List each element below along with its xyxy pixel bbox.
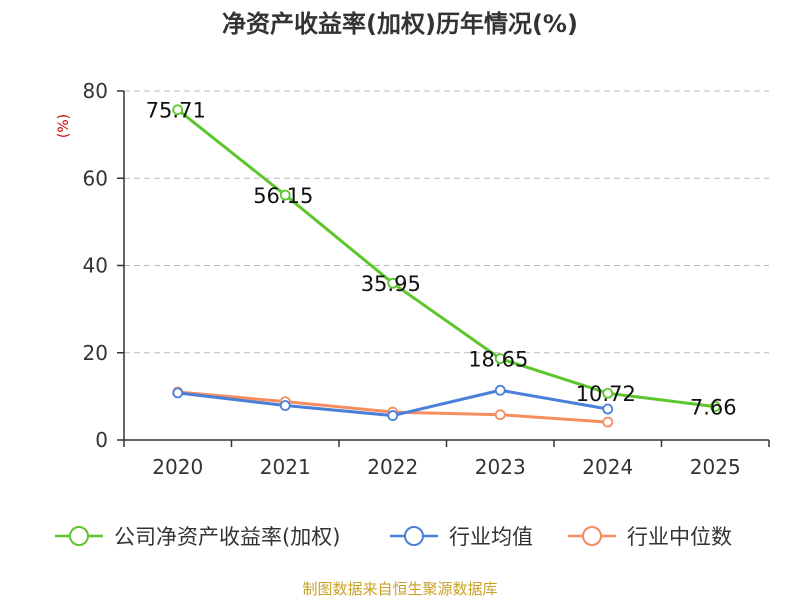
series-0-point[interactable] (602, 387, 614, 399)
data-label: 75.71 (146, 99, 206, 123)
y-tick-label: 60 (83, 166, 108, 190)
x-tick-label: 2023 (475, 455, 526, 479)
series-2-point[interactable] (602, 416, 614, 428)
series-0-point[interactable] (709, 401, 721, 412)
legend-item-label[interactable]: 行业中位数 (627, 525, 732, 549)
legend-item-label[interactable]: 公司净资产收益率(加权) (114, 525, 340, 549)
legend-marker[interactable] (582, 526, 602, 546)
legend: 公司净资产收益率(加权) 行业均值 行业中位数 (55, 525, 732, 549)
x-tick-label: 2021 (260, 455, 311, 479)
x-tick-label: 2022 (367, 455, 418, 479)
data-label: 18.65 (468, 348, 528, 372)
series-2-point[interactable] (494, 409, 506, 421)
axis-layer: 0 20 40 60 80 2020 2021 2022 2023 2024 2025 (83, 79, 770, 479)
x-tick-label: 2024 (582, 455, 633, 479)
data-label: 7.66 (690, 396, 737, 420)
y-tick-label: 20 (83, 341, 108, 365)
data-label-layer: 75.71 56.15 35.95 18.65 10.72 7.66 (146, 99, 737, 420)
series-0-point[interactable] (279, 189, 291, 201)
grid-layer (124, 90, 769, 354)
series-1-point[interactable] (387, 410, 399, 421)
y-tick-label: 40 (83, 254, 108, 278)
series-1-point[interactable] (172, 387, 184, 399)
legend-item-label[interactable]: 行业均值 (449, 525, 533, 549)
data-label: 56.15 (253, 184, 313, 208)
series-1-point[interactable] (494, 384, 506, 396)
y-axis-label: (%) (56, 114, 72, 138)
data-label: 10.72 (576, 382, 636, 406)
series-1-point[interactable] (279, 400, 291, 411)
x-tick-label: 2025 (690, 455, 741, 479)
source-note: 制图数据来自恒生聚源数据库 (302, 580, 497, 598)
legend-marker[interactable] (69, 526, 89, 546)
chart-title: 净资产收益率(加权)历年情况(%) (222, 10, 578, 38)
series-0-point[interactable] (494, 353, 506, 365)
series-1-point[interactable] (602, 403, 614, 415)
series-0-point[interactable] (387, 277, 399, 289)
x-tick-label: 2020 (152, 455, 203, 479)
legend-marker[interactable] (404, 526, 424, 546)
series-0-line (176, 108, 716, 409)
y-tick-label: 80 (83, 79, 108, 103)
series-layer (172, 104, 721, 428)
data-label: 35.95 (361, 272, 421, 296)
series-0-point[interactable] (172, 104, 184, 116)
y-tick-label: 0 (95, 428, 108, 452)
